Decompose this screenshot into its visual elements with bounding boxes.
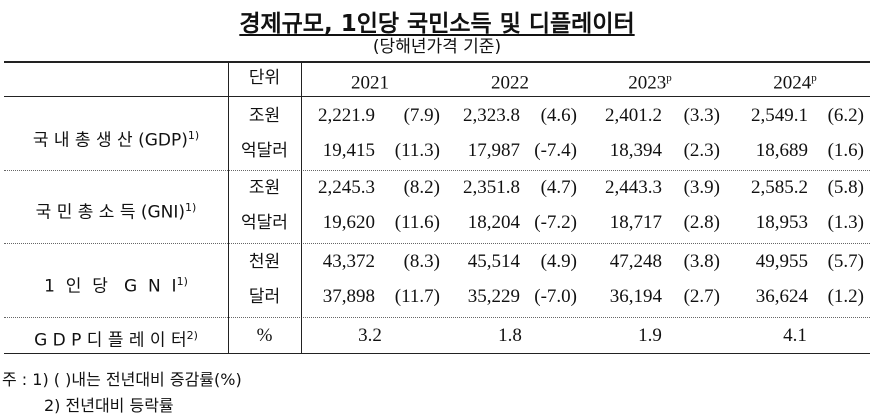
- change-rate-cell: (7.9): [403, 105, 440, 126]
- unit-cell: 조원: [248, 106, 281, 126]
- change-rate-cell: (8.3): [403, 251, 440, 272]
- change-rate-cell: (8.2): [403, 177, 440, 198]
- unit-header: 단위: [248, 68, 281, 88]
- change-rate-cell: (-7.0): [534, 286, 577, 307]
- footnote-ref: 2): [186, 329, 198, 342]
- value-cell: 18,953: [755, 212, 808, 233]
- footnote-2: 2) 전년대비 등락률: [44, 396, 174, 414]
- document-title: 경제규모, 1인당 국민소득 및 디플레이터: [0, 4, 874, 38]
- year-header: 2024p: [735, 66, 855, 95]
- value-cell: 19,620: [322, 212, 375, 233]
- value-cell: 17,987: [467, 140, 520, 161]
- value-cell: 18,717: [609, 212, 662, 233]
- value-cell: 18,689: [755, 140, 808, 161]
- column-divider: [228, 62, 229, 353]
- unit-cell: %: [256, 325, 273, 346]
- change-rate-cell: (1.3): [827, 212, 864, 233]
- change-rate-cell: (-7.2): [534, 212, 577, 233]
- group-divider: [4, 317, 870, 318]
- value-cell: 2,585.2: [751, 177, 808, 198]
- value-cell: 18,204: [467, 212, 520, 233]
- year-header: 2023p: [590, 66, 710, 95]
- group-label-text: 국 내 총 생 산 (GDP): [32, 130, 188, 151]
- value-cell: 2,245.3: [318, 177, 375, 198]
- value-cell: 45,514: [467, 251, 520, 272]
- year-header: 2022: [450, 66, 570, 95]
- value-cell: 2,443.3: [605, 177, 662, 198]
- change-rate-cell: (5.7): [827, 251, 864, 272]
- year-label: 2021: [351, 72, 389, 94]
- row-group-label: 국 민 총 소 득 (GNI)1): [4, 196, 228, 225]
- value-cell: 2,549.1: [751, 105, 808, 126]
- value-cell: 43,372: [322, 251, 375, 272]
- preliminary-mark: p: [811, 72, 817, 84]
- footnote-1: 주 : 1) ( )내는 전년대비 증감률(%): [2, 370, 242, 389]
- value-cell: 2,323.8: [463, 105, 520, 126]
- footnote-ref: 1): [176, 274, 188, 288]
- deflator-value: 1.8: [498, 325, 522, 346]
- unit-cell: 억달러: [241, 141, 288, 161]
- change-rate-cell: (2.3): [683, 140, 720, 161]
- year-label: 2023: [628, 72, 667, 94]
- title-text: 경제규모, 1인당 국민소득 및 디플레이터: [239, 11, 635, 37]
- preliminary-mark: p: [666, 72, 672, 84]
- change-rate-cell: (11.6): [394, 212, 440, 233]
- deflator-value: 4.1: [783, 325, 807, 346]
- row-group-label: 국 내 총 생 산 (GDP)1): [4, 124, 228, 153]
- value-cell: 2,401.2: [605, 105, 662, 126]
- unit-cell: 조원: [248, 178, 281, 198]
- document-subtitle: (당해년가격 기준): [372, 37, 502, 57]
- value-cell: 35,229: [467, 286, 520, 307]
- change-rate-cell: (3.9): [683, 177, 720, 198]
- change-rate-cell: (3.3): [683, 105, 720, 126]
- deflator-value: 3.2: [358, 325, 382, 346]
- group-divider: [4, 170, 870, 171]
- change-rate-cell: (1.2): [827, 286, 864, 307]
- unit-cell: 억달러: [241, 213, 288, 233]
- value-cell: 47,248: [609, 251, 662, 272]
- unit-cell: 달러: [248, 287, 281, 307]
- row-group-label: 1 인 당 G N I1): [4, 270, 228, 299]
- column-divider: [301, 62, 302, 353]
- change-rate-cell: (11.3): [394, 140, 440, 161]
- group-label-text: 국 민 총 소 득 (GNI): [35, 202, 186, 223]
- change-rate-cell: (11.7): [394, 286, 440, 307]
- group-divider: [4, 243, 870, 244]
- value-cell: 2,351.8: [463, 177, 520, 198]
- value-cell: 19,415: [322, 140, 375, 161]
- table-bottom-border: [4, 353, 870, 354]
- header-divider: [4, 96, 870, 97]
- deflator-label: G D P 디 플 레 이 터2): [4, 324, 228, 353]
- year-header: 2021: [310, 66, 430, 95]
- change-rate-cell: (5.8): [827, 177, 864, 198]
- footnote-ref: 1): [187, 128, 200, 142]
- unit-cell: 천원: [248, 252, 281, 272]
- change-rate-cell: (6.2): [827, 105, 864, 126]
- change-rate-cell: (3.8): [683, 251, 720, 272]
- value-cell: 36,624: [755, 286, 808, 307]
- footnote-ref: 1): [185, 200, 197, 214]
- change-rate-cell: (4.9): [540, 251, 577, 272]
- year-label: 2024: [773, 72, 812, 94]
- change-rate-cell: (-7.4): [534, 140, 577, 161]
- change-rate-cell: (1.6): [827, 140, 864, 161]
- table-top-border: [4, 61, 870, 63]
- change-rate-cell: (4.6): [540, 105, 577, 126]
- group-label-text: 1 인 당 G N I: [44, 276, 177, 297]
- deflator-value: 1.9: [638, 325, 662, 346]
- value-cell: 2,221.9: [318, 105, 375, 126]
- value-cell: 36,194: [609, 286, 662, 307]
- value-cell: 18,394: [609, 140, 662, 161]
- change-rate-cell: (4.7): [540, 177, 577, 198]
- change-rate-cell: (2.8): [683, 212, 720, 233]
- value-cell: 37,898: [322, 286, 375, 307]
- change-rate-cell: (2.7): [683, 286, 720, 307]
- deflator-label-text: G D P 디 플 레 이 터: [34, 330, 187, 351]
- value-cell: 49,955: [755, 251, 808, 272]
- year-label: 2022: [491, 72, 529, 94]
